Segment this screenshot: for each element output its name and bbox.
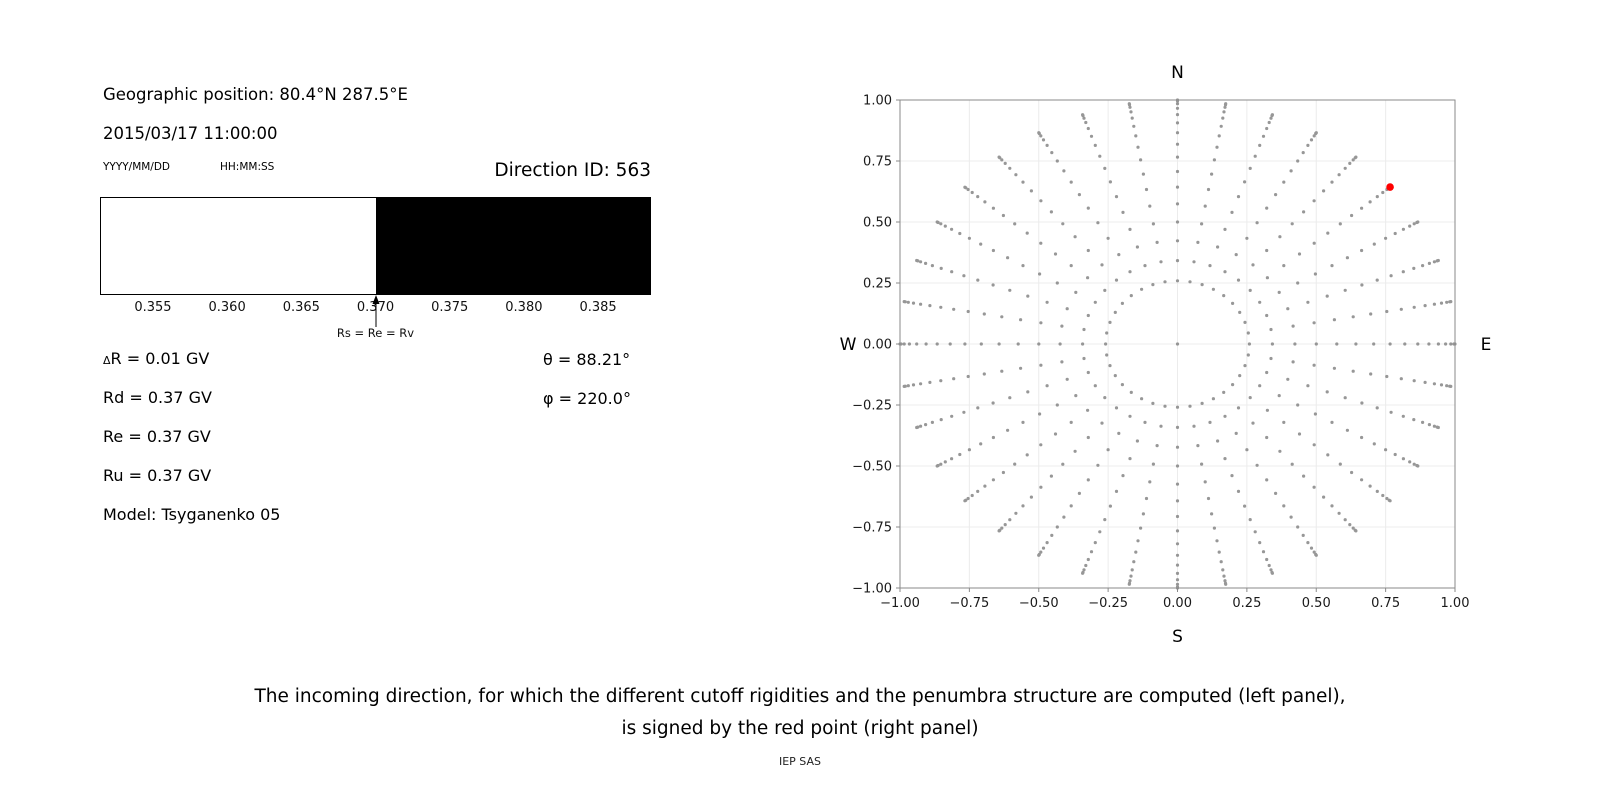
theta-label: θ = 88.21° <box>543 350 631 369</box>
y-tick-label: −0.25 <box>852 399 892 414</box>
delta-r-label: ΔR = 0.01 GV <box>103 349 280 368</box>
date-format-label: YYYY/MM/DD <box>103 161 171 173</box>
cutoff-arrow-icon <box>372 295 379 327</box>
compass-north-label: N <box>1171 63 1184 83</box>
y-tick-label: 0.75 <box>863 155 892 170</box>
figure-caption: The incoming direction, for which the di… <box>0 686 1600 739</box>
x-tick-label: 1.00 <box>1441 596 1470 611</box>
y-tick-label: 0.50 <box>863 216 892 231</box>
x-tick-label: 0.50 <box>1302 596 1331 611</box>
penumbra-tick-label: 0.385 <box>579 300 617 315</box>
y-tick-label: −1.00 <box>852 582 892 597</box>
x-tick-label: 0.25 <box>1232 596 1261 611</box>
scatter-points <box>898 98 1457 590</box>
penumbra-tick-label: 0.365 <box>282 300 320 315</box>
y-tick-label: 0.25 <box>863 277 892 292</box>
penumbra-tick-label: 0.380 <box>505 300 543 315</box>
x-tick-label: 0.75 <box>1371 596 1400 611</box>
penumbra-tick-label: 0.355 <box>134 300 172 315</box>
compass-south-label: S <box>1172 627 1183 647</box>
axis-ticks: −1.00 −0.75 −0.50 −0.25 0.00 0.25 0.50 0.75 1.00… <box>852 94 1469 612</box>
selected-direction-point <box>1386 183 1394 191</box>
rd-label: Rd = 0.37 GV <box>103 388 212 407</box>
y-tick-label: 1.00 <box>863 94 892 109</box>
caption-line-2: is signed by the red point (right panel) <box>621 718 979 739</box>
compass-east-label: E <box>1481 335 1492 355</box>
x-tick-label: 0.00 <box>1163 596 1192 611</box>
x-tick-label: −0.50 <box>1019 596 1059 611</box>
cutoff-arrow-label: Rs = Re = Rv <box>336 326 415 340</box>
credit-label: IEP SAS <box>778 755 822 768</box>
y-tick-label: −0.50 <box>852 460 892 475</box>
y-tick-label: 0.00 <box>863 338 892 353</box>
compass-west-label: W <box>840 335 857 355</box>
direction-id-label: Direction ID: 563 <box>494 160 651 181</box>
penumbra-tick-label: 0.375 <box>431 300 469 315</box>
x-tick-label: −0.25 <box>1088 596 1128 611</box>
model-label: Model: Tsyganenko 05 <box>103 505 281 524</box>
delta-symbol: Δ <box>103 354 111 367</box>
delta-r-value: R = 0.01 GV <box>110 349 210 368</box>
y-tick-label: −0.75 <box>852 521 892 536</box>
x-tick-label: −0.75 <box>949 596 989 611</box>
ru-label: Ru = 0.37 GV <box>103 466 212 485</box>
time-format-label: HH:MM:SS <box>220 161 275 173</box>
penumbra-region <box>101 198 376 294</box>
rigidity-values: ΔR = 0.01 GV Rd = 0.37 GV Re = 0.37 GV R… <box>103 349 280 524</box>
geo-position-label: Geographic position: 80.4°N 287.5°E <box>103 85 408 104</box>
phi-label: φ = 220.0° <box>543 389 631 408</box>
penumbra-tick-label: 0.360 <box>208 300 246 315</box>
re-label: Re = 0.37 GV <box>103 427 211 446</box>
datetime-label: 2015/03/17 11:00:00 <box>103 124 278 143</box>
penumbra-region <box>375 198 650 294</box>
caption-line-1: The incoming direction, for which the di… <box>254 686 1346 707</box>
penumbra-chart: 0.355 0.360 0.365 0.370 0.375 0.380 0.385 Rs = … <box>100 197 651 340</box>
direction-scatter-chart: −1.00 −0.75 −0.50 −0.25 0.00 0.25 0.50 0.75 1.00… <box>840 63 1492 647</box>
x-tick-label: −1.00 <box>880 596 920 611</box>
